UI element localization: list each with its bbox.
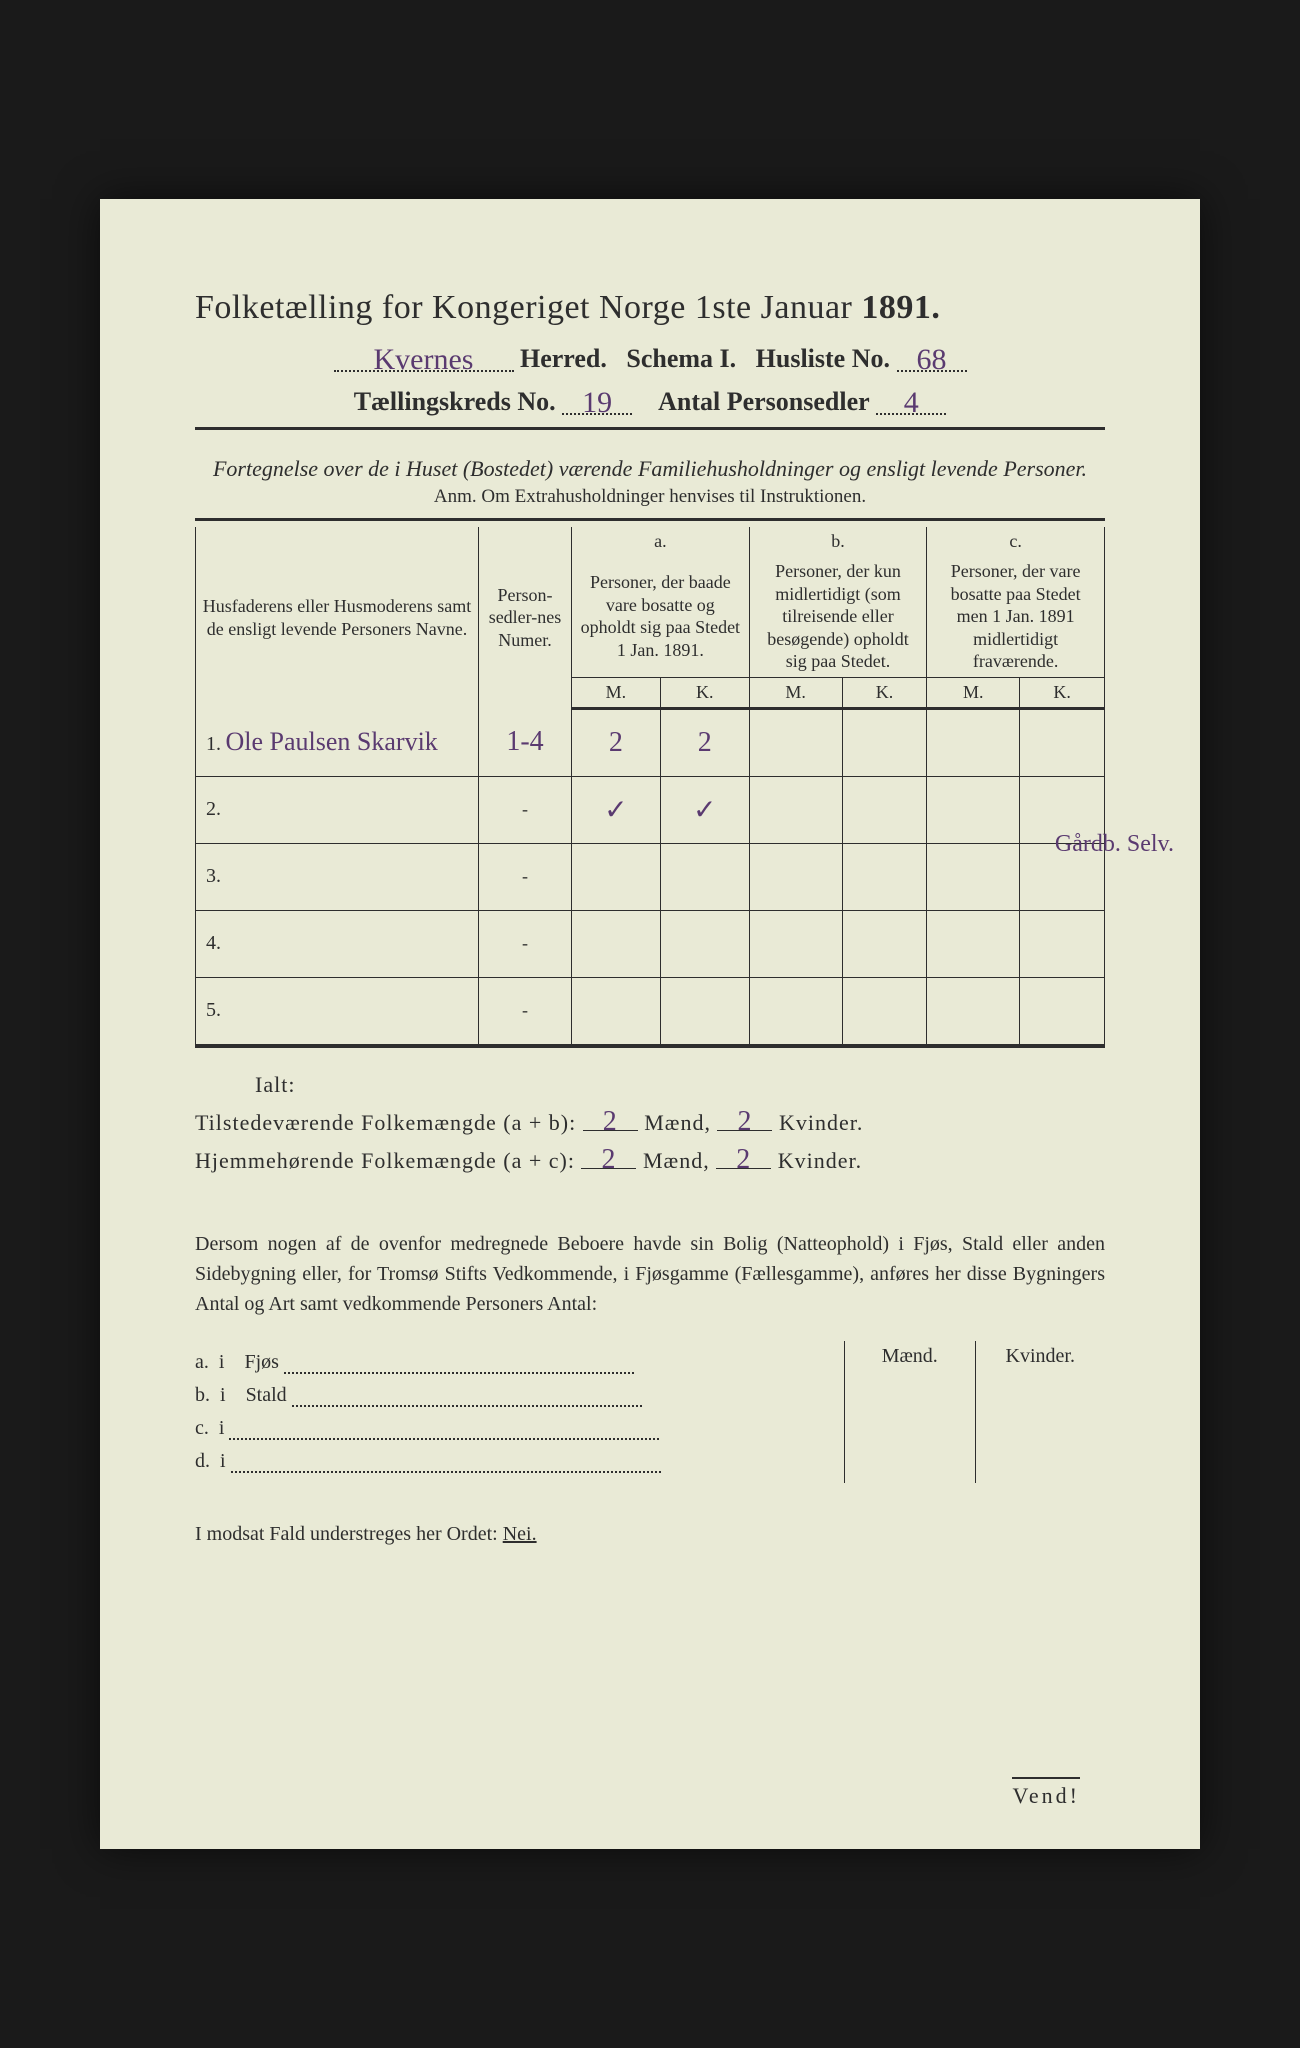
- nei-word: Nei.: [503, 1523, 537, 1545]
- totals-block: Ialt: Tilstedeværende Folkemængde (a + b…: [195, 1072, 1105, 1174]
- kvinder-label: Kvinder.: [778, 1148, 862, 1173]
- row-numer: -: [479, 776, 572, 843]
- herred-handwritten: Kvernes: [374, 343, 474, 376]
- margin-note: Gårdb. Selv.: [1055, 831, 1174, 858]
- tot2-label: Hjemmehørende Folkemængde (a + c):: [195, 1148, 575, 1173]
- herred-label: Herred.: [520, 344, 607, 373]
- row-num: 1.: [206, 733, 221, 755]
- divider: [195, 518, 1105, 521]
- row-name: Ole Paulsen Skarvik: [226, 727, 438, 756]
- row-num: 3.: [206, 865, 221, 887]
- tot1-m: 2: [603, 1106, 618, 1137]
- husliste-label: Husliste No.: [756, 344, 890, 373]
- anm-note: Anm. Om Extrahusholdninger henvises til …: [195, 486, 1105, 508]
- census-table: Husfaderens eller Husmoderens samt de en…: [195, 527, 1105, 1045]
- table-row: 3. -: [196, 843, 1105, 910]
- nei-line: I modsat Fald understreges her Ordet: Ne…: [195, 1523, 1105, 1546]
- table-row: 2. - ✓ ✓: [196, 776, 1105, 843]
- tot2-k: 2: [736, 1144, 751, 1175]
- col-b-k: K.: [842, 677, 927, 708]
- col-c-head: c.: [927, 527, 1105, 556]
- col-b-head: b.: [749, 527, 927, 556]
- table-row: 5. -: [196, 977, 1105, 1044]
- row-numer: 1-4: [506, 726, 543, 757]
- lower-maend: Mænd.: [845, 1341, 976, 1483]
- col-names: Husfaderens eller Husmoderens samt de en…: [196, 527, 479, 708]
- title-year: 1891.: [861, 289, 940, 326]
- cell: 2: [609, 727, 623, 758]
- row-num: 4.: [206, 932, 221, 954]
- col-b-desc: Personer, der kun midlertidigt (som tilr…: [749, 556, 927, 677]
- kreds-handwritten: 19: [582, 386, 612, 419]
- col-a-desc: Personer, der baade vare bosatte og opho…: [572, 556, 750, 677]
- divider: [195, 427, 1105, 430]
- tot1-k: 2: [737, 1106, 752, 1137]
- cell: ✓: [604, 795, 627, 826]
- lr-b: b.: [195, 1384, 210, 1406]
- kreds-label: Tællingskreds No.: [354, 387, 556, 416]
- cell: 2: [698, 727, 712, 758]
- table-row: 1. Ole Paulsen Skarvik 1-4 2 2: [196, 708, 1105, 776]
- lr-a: a.: [195, 1351, 209, 1373]
- antal-label: Antal Personsedler: [658, 387, 870, 416]
- vend-label: Vend!: [1012, 1777, 1080, 1809]
- table-row: 4. -: [196, 910, 1105, 977]
- husliste-handwritten: 68: [917, 343, 947, 376]
- nei-text: I modsat Fald understreges her Ordet:: [195, 1523, 498, 1545]
- row-numer: -: [479, 910, 572, 977]
- tot2-m: 2: [601, 1144, 616, 1175]
- ialt-label: Ialt:: [255, 1072, 1105, 1098]
- header-line-3: Tællingskreds No. 19 Antal Personsedler …: [195, 384, 1105, 417]
- page-title: Folketælling for Kongeriget Norge 1ste J…: [195, 289, 1105, 327]
- divider: [195, 1045, 1105, 1048]
- col-a-head: a.: [572, 527, 750, 556]
- lr-c: c.: [195, 1417, 209, 1439]
- row-num: 5.: [206, 999, 221, 1021]
- paragraph: Dersom nogen af de ovenfor medregnede Be…: [195, 1229, 1105, 1319]
- title-main: Folketælling for Kongeriget Norge 1ste J…: [195, 289, 852, 326]
- lr-d: d.: [195, 1450, 210, 1472]
- col-numer: Person-sedler-nes Numer.: [479, 527, 572, 708]
- tot1-label: Tilstedeværende Folkemængde (a + b):: [195, 1110, 576, 1135]
- maend-label: Mænd,: [643, 1148, 710, 1173]
- subtitle: Fortegnelse over de i Huset (Bostedet) v…: [195, 456, 1105, 482]
- row-numer: -: [479, 977, 572, 1044]
- maend-label: Mænd,: [644, 1110, 711, 1135]
- header-line-2: Kvernes Herred. Schema I. Husliste No. 6…: [195, 341, 1105, 374]
- lower-kvinder: Kvinder.: [976, 1341, 1106, 1483]
- antal-handwritten: 4: [904, 386, 919, 419]
- col-b-m: M.: [749, 677, 842, 708]
- col-a-k: K.: [660, 677, 749, 708]
- col-a-m: M.: [572, 677, 661, 708]
- schema-label: Schema I.: [626, 344, 736, 373]
- cell: ✓: [693, 795, 716, 826]
- row-num: 2.: [206, 798, 221, 820]
- col-c-k: K.: [1020, 677, 1105, 708]
- kvinder-label: Kvinder.: [779, 1110, 863, 1135]
- col-c-desc: Personer, der vare bosatte paa Stedet me…: [927, 556, 1105, 677]
- row-numer: -: [479, 843, 572, 910]
- col-c-m: M.: [927, 677, 1020, 708]
- lower-section: a. i Fjøs b. i Stald c. i d. i Mænd. Kvi…: [195, 1341, 1105, 1483]
